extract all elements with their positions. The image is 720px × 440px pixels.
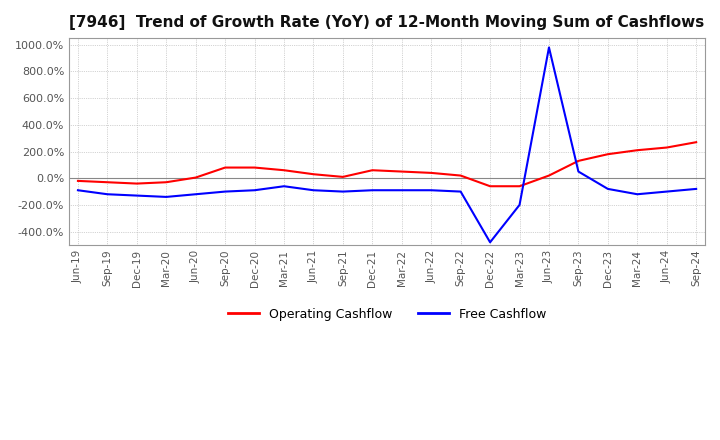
Legend: Operating Cashflow, Free Cashflow: Operating Cashflow, Free Cashflow bbox=[223, 303, 552, 326]
Title: [7946]  Trend of Growth Rate (YoY) of 12-Month Moving Sum of Cashflows: [7946] Trend of Growth Rate (YoY) of 12-… bbox=[69, 15, 705, 30]
